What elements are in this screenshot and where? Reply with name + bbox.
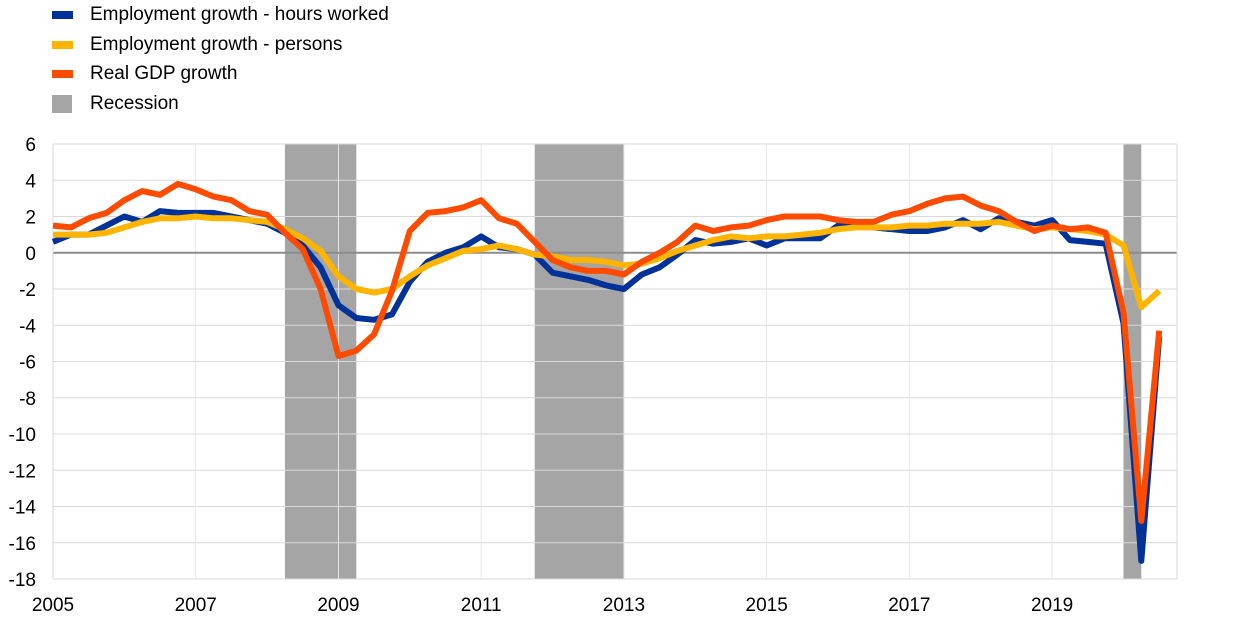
- series-line-real-gdp-growth: [52, 180, 1163, 524]
- x-tick-label: 2013: [603, 595, 645, 616]
- y-tick-label: -16: [9, 534, 36, 555]
- series-line-employment-growth-persons: [53, 213, 1162, 311]
- y-tick-label: 0: [25, 244, 36, 265]
- series-lines: [51, 180, 1163, 564]
- legend-label-persons: Employment growth - persons: [90, 33, 343, 55]
- x-tick-label: 2005: [32, 595, 74, 616]
- legend-swatch-recession: [52, 94, 72, 113]
- y-tick-label: -8: [19, 389, 36, 410]
- x-tick-label: 2017: [888, 595, 930, 616]
- axes: [52, 144, 1178, 580]
- x-tick-label: 2015: [746, 595, 788, 616]
- y-tick-label: 6: [25, 135, 36, 156]
- y-tick-label: -2: [19, 280, 36, 301]
- x-tick-label: 2019: [1031, 595, 1073, 616]
- legend-label-hours-worked: Employment growth - hours worked: [90, 4, 389, 25]
- legend-swatch-persons: [52, 40, 73, 49]
- y-tick-label: -18: [9, 570, 36, 591]
- x-tick-label: 2011: [461, 595, 502, 616]
- y-tick-label: -12: [9, 461, 36, 482]
- legend-label-recession: Recession: [90, 92, 179, 114]
- x-tick-label: 2009: [317, 595, 359, 616]
- legend-label-real-gdp: Real GDP growth: [90, 63, 238, 84]
- y-tick-label: -4: [19, 316, 36, 337]
- legend-swatch-hours-worked: [52, 11, 73, 19]
- x-tick-labels: 2005 2007 2009 2011 2013 2015 2017 2019: [32, 595, 1073, 616]
- y-tick-label: -10: [9, 425, 36, 446]
- y-tick-label: -6: [19, 353, 36, 374]
- y-tick-label: 4: [25, 171, 36, 192]
- y-tick-label: 2: [25, 208, 36, 229]
- y-tick-labels: 6 4 2 0 -2 -4 -6 -8 -10 -12 -14 -16 -18: [9, 135, 37, 591]
- y-tick-label: -14: [9, 498, 37, 519]
- legend-swatch-real-gdp: [52, 70, 73, 78]
- x-tick-label: 2007: [175, 595, 217, 616]
